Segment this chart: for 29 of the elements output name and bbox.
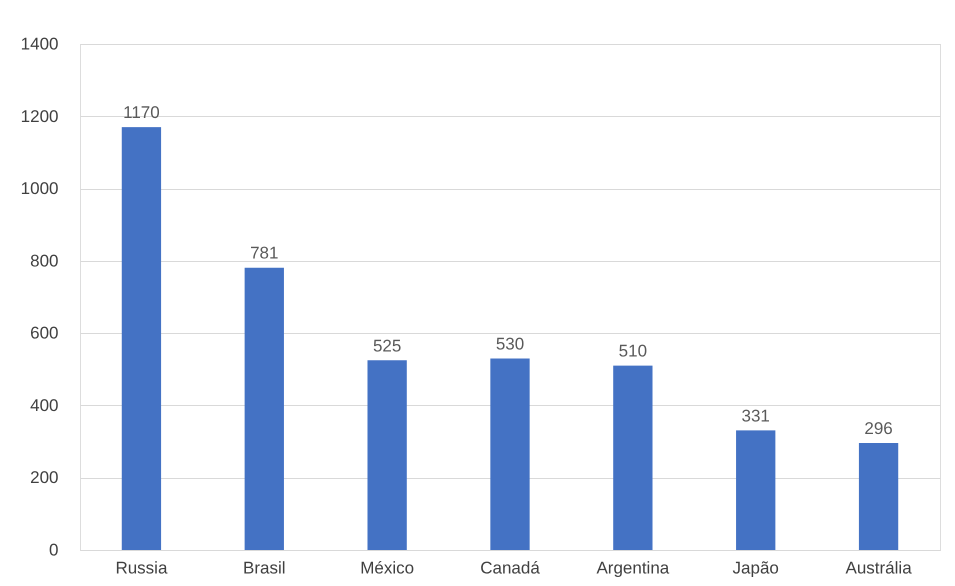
bar <box>736 430 776 550</box>
y-tick-label: 1000 <box>20 179 58 198</box>
x-tick-label: Japão <box>732 558 779 578</box>
bar <box>858 443 898 550</box>
bar <box>122 127 162 550</box>
y-tick-label: 1400 <box>20 34 58 54</box>
y-tick-label: 200 <box>30 468 58 488</box>
data-label: 1170 <box>123 103 160 122</box>
bar <box>244 268 284 550</box>
data-label: 525 <box>372 336 402 356</box>
data-label: 510 <box>618 342 648 361</box>
y-tick-label: 800 <box>30 251 58 270</box>
bar <box>367 360 407 550</box>
data-label: 530 <box>496 334 524 354</box>
y-tick-label: 400 <box>30 396 58 415</box>
y-tick-label: 0 <box>49 540 58 560</box>
x-tick-label: Russia <box>115 558 168 578</box>
x-tick-label: Canadá <box>480 558 540 578</box>
bar <box>613 366 653 550</box>
x-tick-label: Brasil <box>243 558 286 578</box>
x-tick-label: Argentina <box>596 558 670 578</box>
data-label: 781 <box>250 244 278 263</box>
x-tick-label: México <box>360 558 414 578</box>
data-label: 331 <box>742 406 770 426</box>
bar <box>490 358 530 550</box>
x-tick-label: Austrália <box>846 558 912 578</box>
y-tick-label: 600 <box>30 324 58 343</box>
y-tick-label: 1200 <box>20 106 58 126</box>
data-label: 296 <box>864 419 893 438</box>
